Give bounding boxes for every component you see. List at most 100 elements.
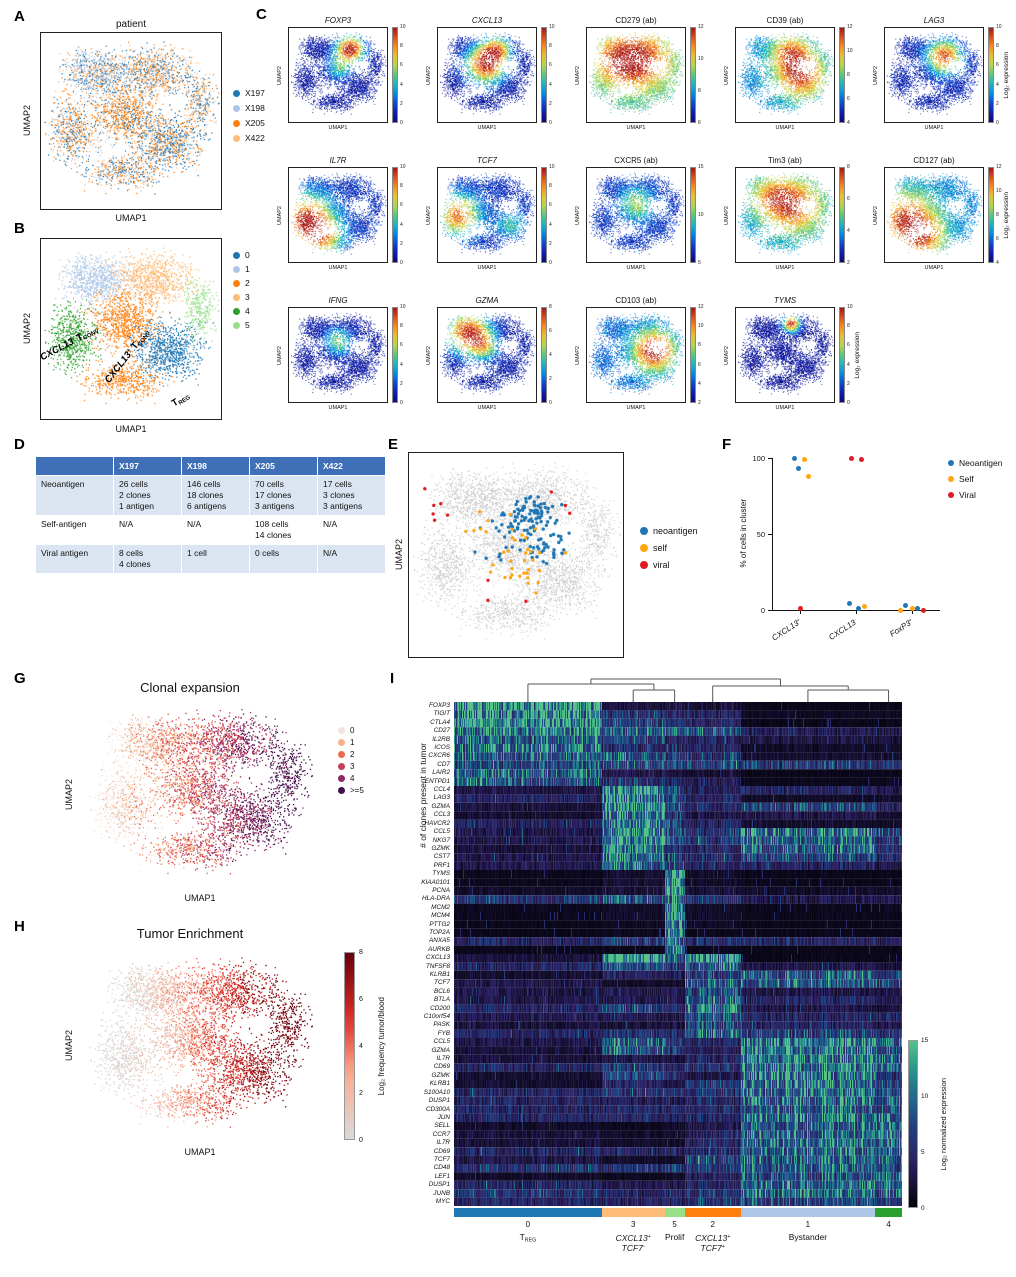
f-x-tick-label: CXCL13-: [807, 617, 859, 655]
colorbar-tick-label: 2: [400, 240, 403, 247]
antigen-table-header: [35, 456, 114, 476]
legend-swatch: [233, 251, 240, 259]
f-data-point: [902, 602, 908, 608]
heatmap-gene-label: CCL3: [433, 811, 450, 819]
heatmap-colorbar-tick: 15: [921, 1037, 929, 1044]
feature-ylabel-wrap: UMAP2: [423, 27, 435, 123]
feature-ylabel-wrap: UMAP2: [870, 27, 882, 123]
legend-label: neoantigen: [653, 526, 698, 536]
legend-label: >=5: [350, 786, 364, 795]
colorbar-tick-label: 6: [400, 342, 403, 349]
heatmap-gene-label: GZMK: [431, 1071, 450, 1079]
label-text: CXCL13: [615, 1232, 648, 1243]
feature-colorbar: [690, 307, 696, 403]
legend-item: >=5: [338, 786, 364, 795]
f-x-tick: [800, 610, 801, 614]
cluster-color-segment: [684, 1208, 741, 1217]
antigen-table-wrap: X197 X198 X205 X422 Neoantigen 26 cells 2 clon…: [35, 456, 386, 575]
feature-plot-title: Tim3 (ab): [768, 156, 802, 165]
colorbar-tick-label: 8: [847, 72, 850, 78]
feature-xlabel: UMAP1: [924, 265, 944, 271]
feature-ylabel-wrap: UMAP2: [572, 27, 584, 123]
antigen-table-header: X422: [317, 456, 386, 476]
legend-item: 5: [233, 320, 250, 330]
feature-ylabel-wrap: UMAP2: [274, 27, 286, 123]
colorbar-tick-label: 0: [549, 260, 552, 266]
feature-umap-canvas: [884, 27, 984, 123]
panel-e-ylabel-wrap: UMAP2: [392, 452, 406, 658]
legend-item: self: [640, 543, 698, 553]
heatmap-gene-label: CD69: [433, 1063, 450, 1071]
feature-umap-canvas: [437, 307, 537, 403]
heatmap-gene-label: IL7R: [436, 1055, 451, 1063]
f-data-point: [858, 457, 864, 463]
feature-ylabel: UMAP2: [873, 205, 879, 225]
clonal-expansion-canvas: [85, 700, 315, 890]
heatmap-gene-label: FOXP3: [429, 702, 450, 709]
colorbar-tick-label: 6: [400, 202, 403, 209]
colorbar-tick-label: 6: [400, 62, 403, 69]
panel-a-ylabel: UMAP2: [22, 105, 32, 137]
colorbar-tick-label: 15: [698, 164, 704, 170]
feature-plot-title: IFNG: [328, 296, 348, 305]
heatmap-gene-label: ICOS: [434, 744, 450, 752]
heatmap-gene-label: C10orf54: [423, 1013, 450, 1021]
antigen-table-row: Viral antigen 8 cells 4 clones 1 cell 0 cell…: [35, 544, 386, 575]
legend-label: 4: [350, 774, 355, 783]
feature-plot-title: CXCR5 (ab): [614, 156, 658, 165]
f-data-point: [797, 605, 803, 611]
tumor-enrichment-canvas: [85, 948, 315, 1144]
colorbar-tick-label: 4: [847, 361, 850, 368]
heatmap-gene-label: CXCR6: [428, 752, 450, 760]
legend-label: Neoantigen: [959, 458, 1003, 468]
f-data-point: [861, 604, 867, 610]
label-superscript: +: [647, 1234, 651, 1240]
feature-colorbar: [690, 27, 696, 123]
feature-xlabel: UMAP1: [775, 125, 795, 131]
colorbar-tick-label: 8: [996, 43, 999, 50]
umap-patient-title: patient: [115, 19, 147, 30]
heatmap-gene-label: TNFSF8: [425, 962, 450, 970]
feature-colorbar: [541, 167, 547, 263]
colorbar-tick-label: 10: [847, 48, 853, 54]
feature-colorbar: [392, 27, 398, 123]
feature-colorbar: [541, 27, 547, 123]
f-y-tick-label: 0: [760, 606, 765, 615]
heatmap-gene-label: GZMK: [431, 844, 450, 852]
feature-plot-title: TYMS: [773, 296, 797, 305]
f-data-point: [791, 455, 797, 461]
heatmap-gene-label: TCF7: [434, 1155, 450, 1163]
umap-cluster-canvas: [40, 238, 222, 420]
colorbar-tick-label: 6: [847, 342, 850, 349]
tumor-colorbar-tick: 2: [359, 1090, 363, 1097]
feature-plot-title: CD279 (ab): [615, 16, 657, 25]
f-y-axis-line: [772, 458, 773, 610]
legend-label: 4: [245, 306, 250, 316]
panel-f-letter: F: [722, 436, 732, 453]
heatmap-gene-label: FYB: [437, 1029, 450, 1037]
legend-swatch: [233, 104, 240, 112]
cluster-group-label: TREG: [483, 1232, 573, 1246]
colorbar-tick-label: 0: [400, 120, 403, 126]
feature-plot-title: TCF7: [477, 156, 497, 165]
label-text: TCF7: [621, 1243, 643, 1254]
legend-label: 2: [350, 750, 355, 759]
heatmap-gene-label: PCNA: [432, 886, 450, 894]
legend-item: X197: [233, 88, 265, 98]
f-x-tick: [856, 610, 857, 614]
colorbar-tick-label: 2: [549, 376, 552, 382]
heatmap-colorbar-tick: 5: [921, 1149, 925, 1156]
heatmap-gene-label: TCF7: [434, 979, 450, 987]
colorbar-tick-label: 2: [400, 380, 403, 387]
colorbar-tick-label: 10: [400, 164, 406, 170]
panel-h-ylabel: UMAP2: [64, 1030, 74, 1062]
legend-swatch: [640, 561, 648, 569]
heatmap-gene-label: CD27: [433, 727, 450, 735]
feature-ylabel-wrap: UMAP2: [721, 307, 733, 403]
feature-xlabel: UMAP1: [477, 405, 497, 411]
cluster-group-label-line: CXCL13+: [588, 1233, 678, 1243]
legend-item: 1: [233, 264, 250, 274]
colorbar-tick-label: 12: [698, 304, 704, 310]
f-data-point: [920, 607, 926, 613]
heatmap-gene-label: BCL6: [434, 987, 450, 995]
